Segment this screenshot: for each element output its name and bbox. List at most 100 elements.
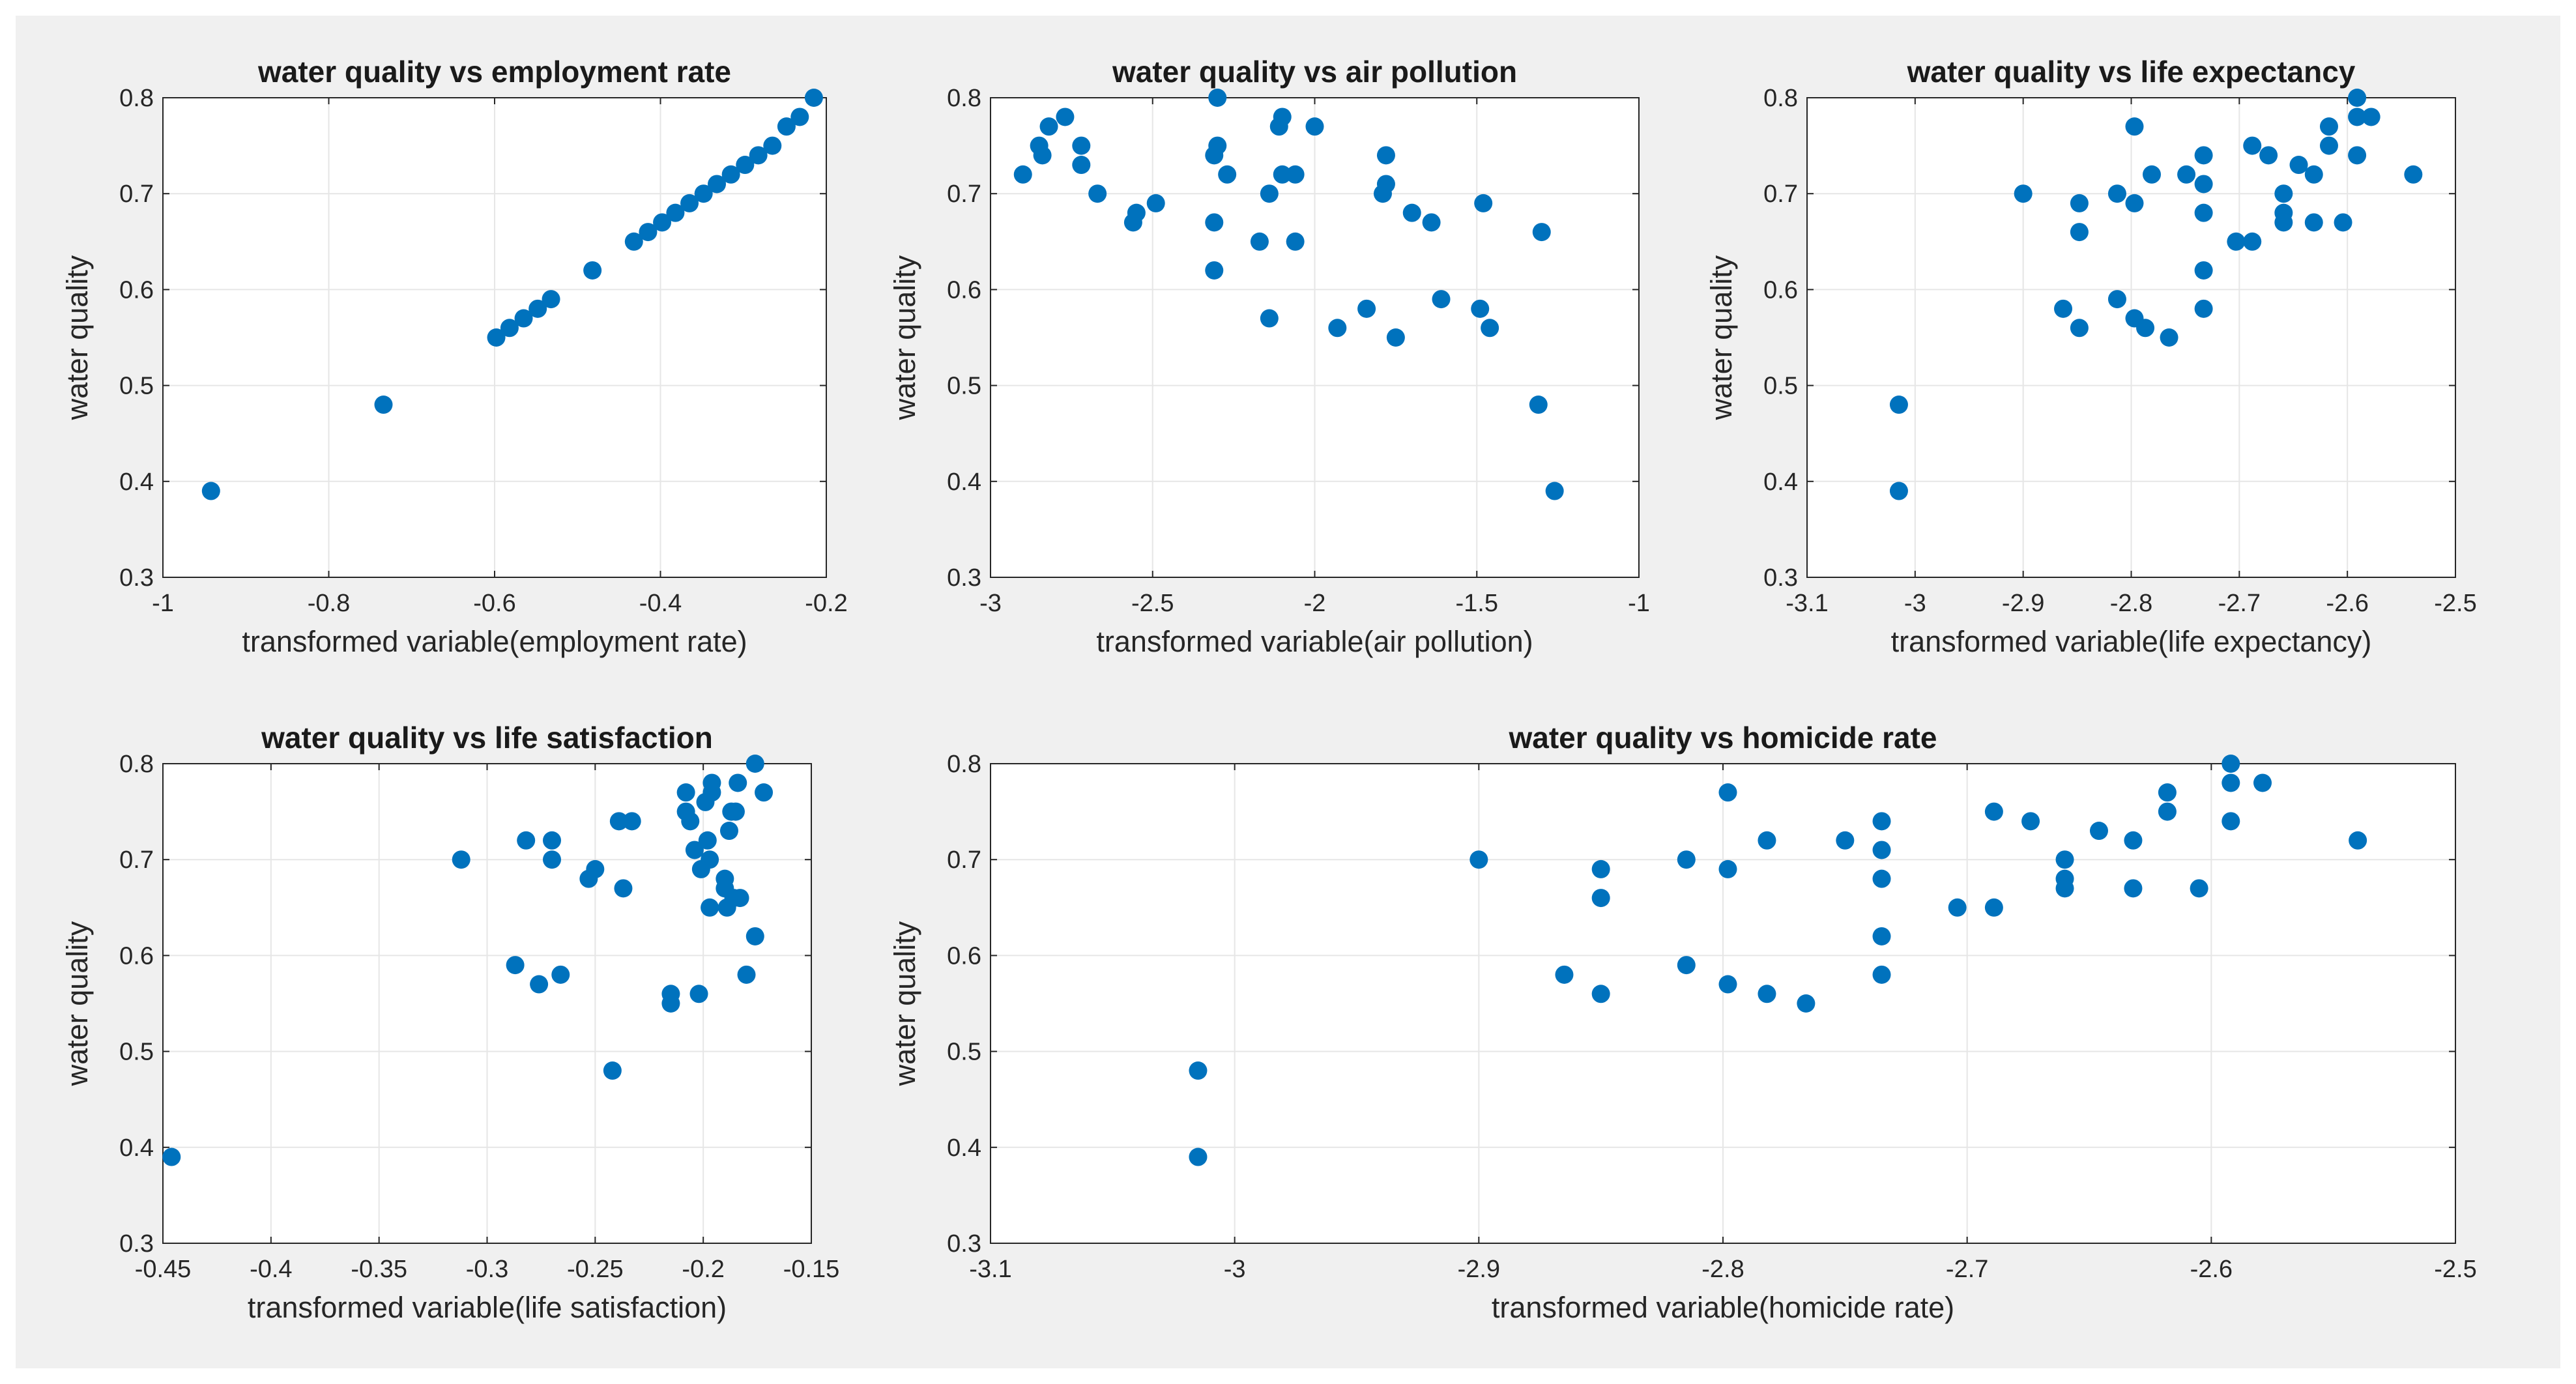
data-point	[543, 831, 561, 850]
y-tick-label: 0.5	[947, 1039, 981, 1066]
data-point	[2143, 165, 2162, 184]
data-point	[1872, 869, 1891, 888]
data-point	[1205, 213, 1224, 232]
x-tick-label: -0.3	[466, 1256, 508, 1283]
x-tick-label: -2.5	[2434, 590, 2476, 617]
data-point	[1469, 850, 1488, 869]
data-point	[2160, 328, 2178, 347]
data-point	[506, 956, 525, 975]
data-point	[1532, 223, 1551, 242]
x-tick-label: -2	[1304, 590, 1326, 617]
data-point	[1273, 165, 1292, 184]
data-point	[666, 203, 685, 222]
data-point	[681, 812, 700, 831]
y-tick-label: 0.7	[119, 180, 154, 208]
data-point	[2070, 319, 2089, 338]
data-point	[2194, 203, 2213, 222]
data-point	[2194, 299, 2213, 318]
y-tick-label: 0.5	[119, 373, 154, 400]
data-point	[2055, 879, 2074, 898]
data-point	[2194, 146, 2213, 165]
data-point	[639, 223, 658, 242]
data-point	[1758, 985, 1776, 1003]
data-point	[1591, 985, 1610, 1003]
data-point	[487, 328, 506, 347]
data-point	[2124, 831, 2143, 850]
data-point	[1422, 213, 1441, 232]
data-point	[708, 175, 727, 194]
data-point	[1273, 108, 1292, 126]
data-point	[1948, 898, 1967, 917]
y-tick-label: 0.5	[1763, 373, 1798, 400]
data-point	[1305, 117, 1324, 136]
data-point	[1872, 965, 1891, 984]
data-point	[1758, 831, 1776, 850]
data-point	[1872, 927, 1891, 945]
data-point	[609, 812, 628, 831]
data-point	[614, 879, 633, 898]
data-point	[701, 898, 719, 917]
data-point	[763, 136, 782, 155]
x-tick-label: -2.6	[2190, 1256, 2233, 1283]
data-point	[2125, 117, 2144, 136]
data-point	[528, 299, 547, 318]
x-tick-label: -2.5	[1131, 590, 1174, 617]
data-point	[530, 975, 549, 994]
x-axis-label: transformed variable(air pollution)	[1096, 625, 1533, 658]
data-point	[731, 889, 749, 908]
x-tick-label: -2.9	[2002, 590, 2044, 617]
data-point	[2124, 879, 2143, 898]
data-point	[1088, 184, 1107, 203]
data-point	[685, 841, 704, 859]
data-point	[1033, 146, 1052, 165]
data-point	[726, 802, 745, 821]
data-point	[745, 755, 764, 773]
data-point	[2221, 773, 2240, 792]
data-point	[1591, 889, 1610, 908]
x-tick-label: -2.7	[2218, 590, 2261, 617]
data-point	[1208, 89, 1227, 107]
data-point	[514, 309, 533, 328]
data-point	[1555, 965, 1574, 984]
data-point	[543, 850, 561, 869]
data-point	[162, 1147, 181, 1166]
data-point	[2055, 850, 2074, 869]
x-tick-label: -0.35	[351, 1256, 407, 1283]
data-point	[2158, 802, 2177, 821]
y-tick-label: 0.8	[119, 751, 154, 778]
x-tick-label: -0.15	[783, 1256, 840, 1283]
chart-title: water quality vs homicide rate	[1508, 721, 1937, 755]
data-point	[1373, 184, 1392, 203]
data-point	[736, 156, 755, 175]
data-point	[2319, 136, 2338, 155]
data-point	[2304, 165, 2323, 184]
data-point	[2227, 232, 2246, 251]
data-point	[2125, 194, 2144, 212]
chart-title: water quality vs air pollution	[1112, 55, 1517, 89]
data-point	[1545, 482, 1564, 500]
data-point	[689, 985, 708, 1003]
x-axis-label: transformed variable(life satisfaction)	[248, 1291, 727, 1324]
data-point	[1889, 396, 1908, 414]
x-axis-label: transformed variable(employment rate)	[242, 625, 747, 658]
data-point	[2089, 822, 2108, 841]
y-tick-label: 0.5	[119, 1039, 154, 1066]
figure-svg: -1 -0.8 -0.6 -0.4 -0.2 0.3 0.4 0.5 0.6 0.7 0.8 wate…	[61, 55, 2477, 1324]
x-tick-label: -0.25	[567, 1256, 624, 1283]
x-tick-label: -2.6	[2326, 590, 2368, 617]
data-point	[500, 319, 519, 338]
data-point	[2070, 223, 2089, 242]
data-point	[721, 165, 740, 184]
data-point	[2274, 184, 2293, 203]
data-point	[2274, 213, 2293, 232]
data-point	[1529, 396, 1548, 414]
data-point	[1286, 165, 1305, 184]
data-point	[680, 194, 699, 212]
y-axis-label: water quality	[1705, 255, 1738, 420]
data-point	[1474, 194, 1493, 212]
y-tick-label: 0.6	[1763, 276, 1798, 304]
x-tick-label: -1.5	[1456, 590, 1498, 617]
x-tick-label: -0.8	[308, 590, 350, 617]
figure-canvas: -1 -0.8 -0.6 -0.4 -0.2 0.3 0.4 0.5 0.6 0.7 0.8 wate…	[16, 16, 2560, 1368]
data-point	[2348, 89, 2367, 107]
